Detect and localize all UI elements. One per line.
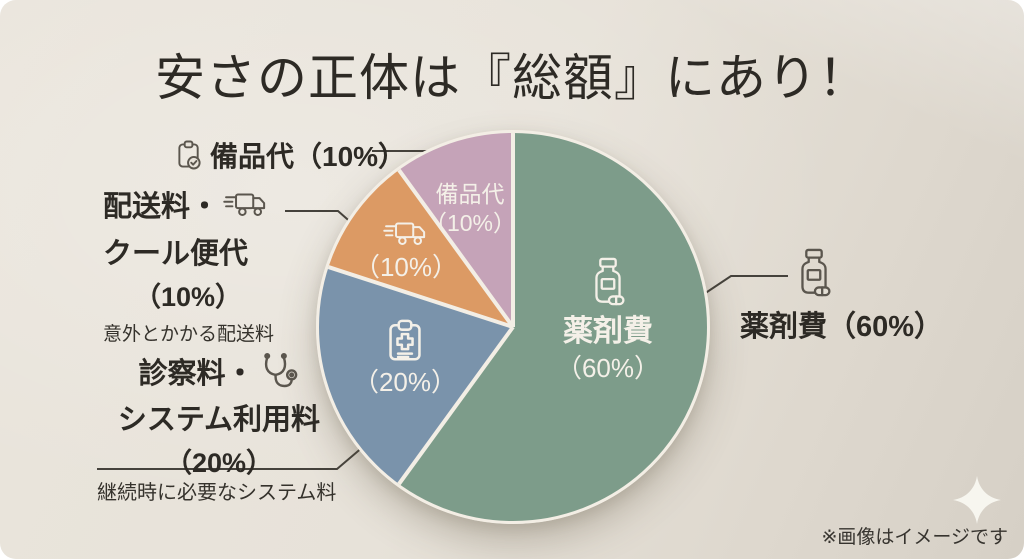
callout-line2: クール便代 (103, 238, 249, 270)
callout-percent: （20%） (164, 448, 274, 478)
page-title: 安さの正体は『総額』にあり！ (155, 50, 869, 106)
callout-bihin: 備品代（10%） (176, 135, 406, 175)
clipboard-check-icon (176, 140, 203, 171)
slice-percent: （10%） (353, 252, 459, 282)
pie-slice-label-bihin: 備品代 （10%） (420, 180, 520, 239)
pill-bottle-icon (794, 248, 834, 298)
slice-percent: （20%） (352, 367, 458, 397)
callout-subnote: 意外とかかる配送料 (103, 324, 275, 345)
callout-line1: 診察料・ (138, 358, 255, 390)
delivery-truck-icon (346, 219, 466, 248)
sparkle-icon (953, 476, 1001, 524)
slice-name: 薬剤費 (563, 315, 653, 348)
slice-name: 備品代 (435, 181, 505, 207)
callout-shinsatsu-subnote: 継続時に必要なシステム料 (97, 482, 337, 504)
callout-shinsatsu: 診察料・ システム利用料 （20%） (95, 350, 343, 480)
pie-slice-separator (511, 133, 515, 327)
note-image-disclaimer: ※画像はイメージです (821, 527, 1008, 548)
callout-percent: （10%） (133, 282, 243, 312)
callout-line1: 配送料・ (103, 191, 220, 223)
pie-chart: 薬剤費 （60%） （20%） (316, 130, 710, 524)
pie-slice-label-haisou: （10%） (346, 219, 466, 283)
stethoscope-icon (260, 352, 300, 390)
pie-slice-label-shinsatsu: （20%） (335, 319, 475, 398)
slice-percent: （60%） (555, 352, 661, 383)
callout-label: 備品代（10%） (210, 141, 407, 172)
pie-slice-label-yakuzai: 薬剤費 （60%） (523, 257, 693, 383)
slice-percent: （10%） (423, 210, 517, 237)
medical-clipboard-icon (335, 319, 475, 363)
delivery-truck-icon (223, 190, 269, 219)
pill-bottle-icon (523, 257, 693, 307)
callout-yakuzai: 薬剤費（60%） (740, 311, 944, 343)
callout-haisou: 配送料・ クール便代 （10%） 意外とかかる配送料 (103, 183, 298, 346)
callout-line2: システム利用料 (117, 404, 321, 436)
